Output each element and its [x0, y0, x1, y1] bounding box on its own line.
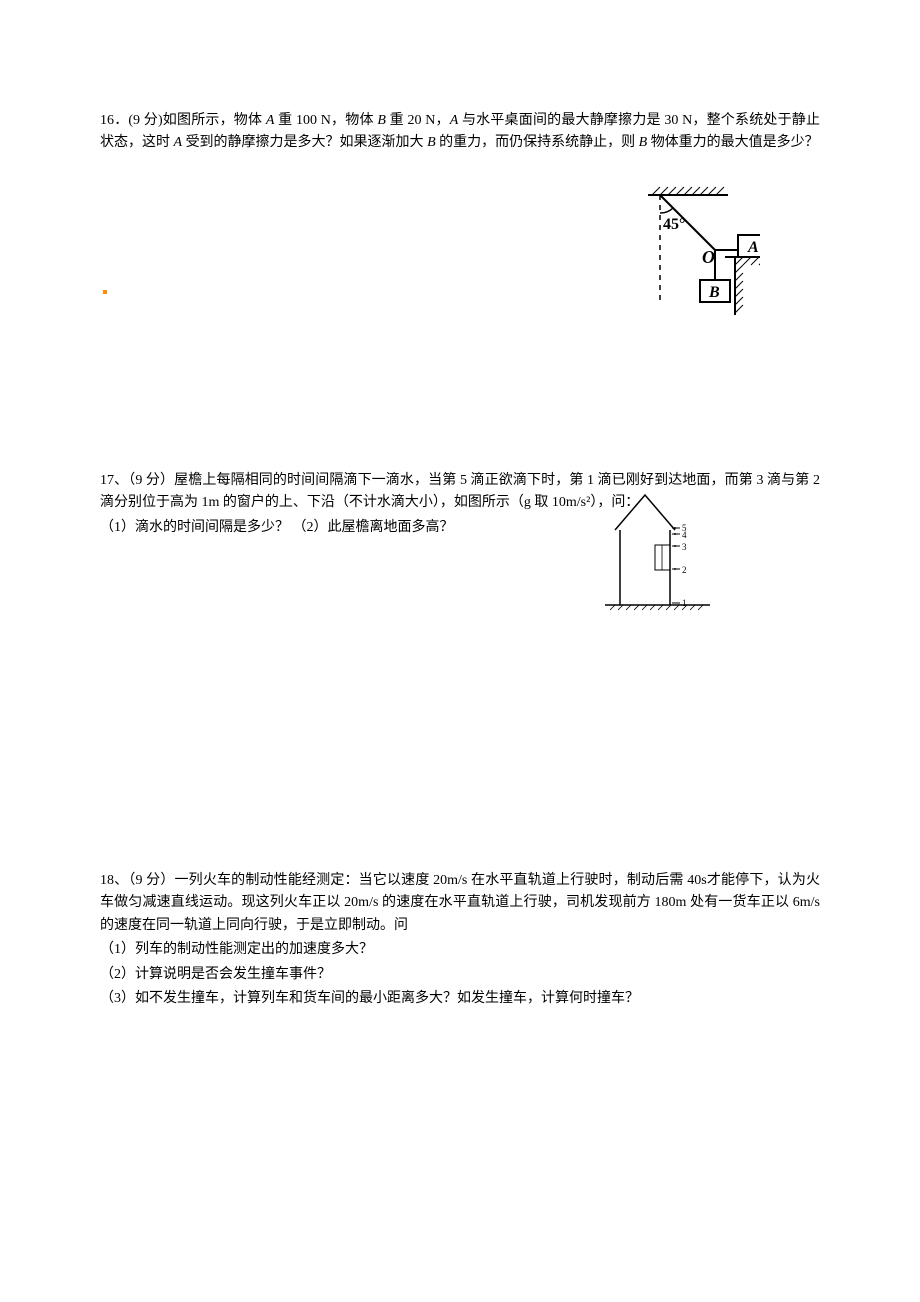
svg-text:O: O: [702, 247, 715, 267]
svg-text:3: 3: [682, 542, 687, 552]
problem-18-text: 18、（9 分）一列火车的制动性能经测定：当它以速度 20m/s 在水平直轨道上…: [100, 870, 820, 937]
svg-text:45°: 45°: [663, 216, 685, 233]
svg-text:2: 2: [682, 565, 687, 575]
svg-text:A: A: [747, 239, 759, 256]
marker-dot: [103, 290, 107, 294]
problem-17: 17、（9 分）屋檐上每隔相同的时间间隔滴下一滴水，当第 5 滴正欲滴下时，第 …: [100, 470, 820, 850]
problem-18: 18、（9 分）一列火车的制动性能经测定：当它以速度 20m/s 在水平直轨道上…: [100, 870, 820, 1010]
svg-text:B: B: [708, 284, 720, 301]
svg-text:4: 4: [682, 530, 687, 540]
problem-16: 16．(9 分)如图所示，物体 A 重 100 N，物体 B 重 20 N，A …: [100, 110, 820, 450]
figure-16: 45° O A: [560, 185, 760, 335]
figure-17: 5 4 3 2 1: [600, 490, 720, 620]
problem-18-sub1: （1）列车的制动性能测定出的加速度多大？: [100, 939, 820, 961]
problem-18-sub3: （3）如不发生撞车，计算列车和货车间的最小距离多大？如发生撞车，计算何时撞车？: [100, 988, 820, 1010]
problem-16-text: 16．(9 分)如图所示，物体 A 重 100 N，物体 B 重 20 N，A …: [100, 110, 820, 155]
svg-text:1: 1: [682, 598, 687, 608]
problem-18-sub2: （2）计算说明是否会发生撞车事件？: [100, 964, 820, 986]
